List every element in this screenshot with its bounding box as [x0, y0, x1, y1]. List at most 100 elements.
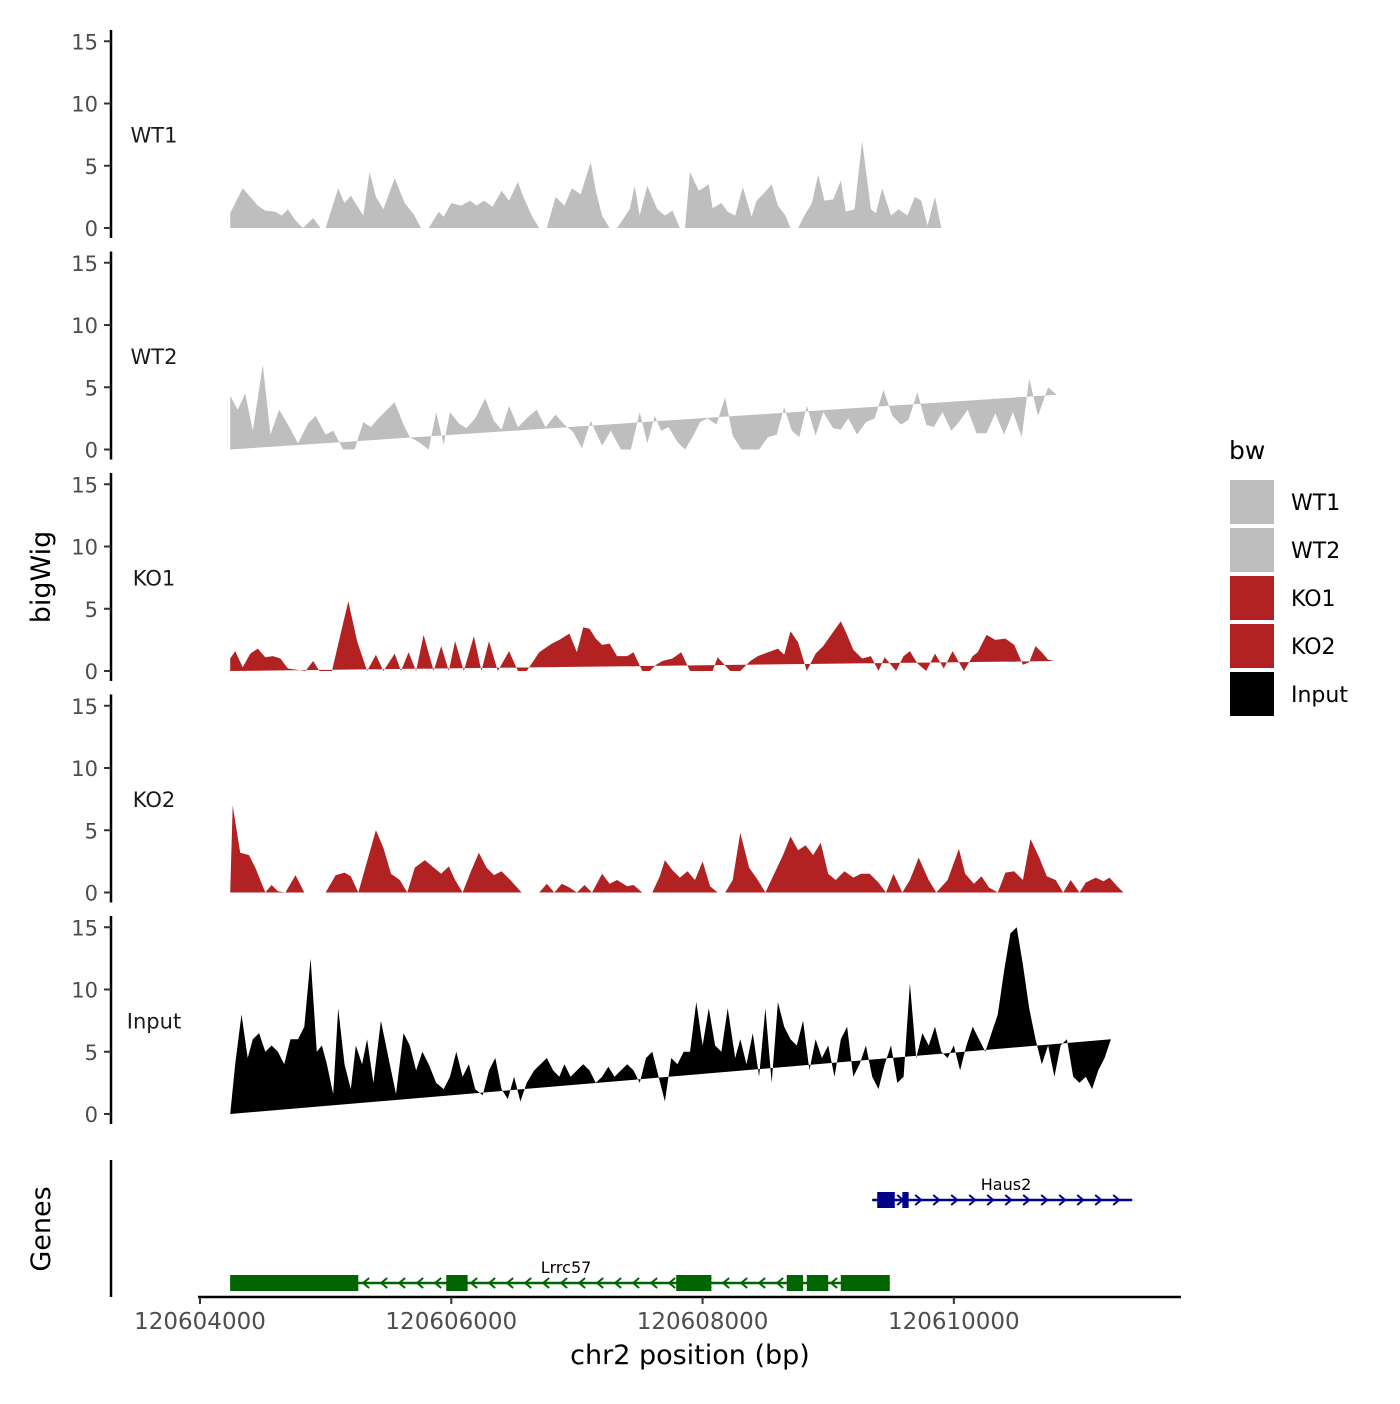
track-label-wt1: WT1 [131, 124, 178, 148]
y-tick-label: 5 [85, 819, 98, 843]
strand-chevron [1004, 1194, 1013, 1206]
legend-key-wt1 [1230, 480, 1274, 524]
strand-chevron [932, 1194, 941, 1206]
y-axis-title-genes: Genes [26, 1186, 57, 1271]
track-ko1: 0 5 10 15 KO1 [71, 473, 1055, 684]
strand-chevron [1076, 1194, 1085, 1206]
track-label-input: Input [127, 1010, 181, 1034]
strand-chevron [829, 1277, 838, 1289]
strand-chevron [541, 1277, 550, 1289]
x-tick-label: 120604000 [134, 1309, 266, 1335]
strand-chevron [968, 1194, 977, 1206]
legend-key-ko1 [1230, 576, 1274, 620]
track-label-ko1: KO1 [133, 567, 176, 591]
strand-chevron [397, 1277, 406, 1289]
coverage-area-wt1 [230, 140, 942, 228]
track-input: 0 5 10 15 Input [71, 916, 1111, 1127]
strand-chevron [1022, 1194, 1031, 1206]
track-label-wt2: WT2 [131, 345, 178, 369]
y-tick-label: 10 [71, 757, 98, 781]
strand-chevron [379, 1277, 388, 1289]
exon [877, 1192, 895, 1208]
exon [902, 1192, 909, 1208]
y-tick-label: 15 [71, 473, 98, 497]
gene-track: 120604000 120606000 120608000 120610000 Haus… [109, 1160, 1181, 1335]
exon [230, 1275, 359, 1291]
gene-label-haus2: Haus2 [981, 1175, 1032, 1194]
legend-key-wt2 [1230, 528, 1274, 572]
exon [840, 1275, 890, 1291]
strand-chevron [1040, 1194, 1049, 1206]
exon [676, 1275, 712, 1291]
strand-chevron [1058, 1194, 1067, 1206]
y-tick-label: 15 [71, 30, 98, 54]
y-tick-label: 10 [71, 536, 98, 560]
exon [806, 1275, 829, 1291]
y-tick-label: 0 [85, 439, 98, 463]
legend-title: bw [1229, 436, 1265, 465]
strand-chevron [950, 1194, 959, 1206]
strand-chevron [1094, 1194, 1103, 1206]
track-label-ko2: KO2 [133, 788, 176, 812]
y-tick-label: 15 [71, 252, 98, 276]
strand-chevron [469, 1277, 478, 1289]
y-tick-label: 0 [85, 217, 98, 241]
legend-label-ko2: KO2 [1291, 635, 1336, 660]
y-tick-label: 0 [85, 660, 98, 684]
strand-chevron [415, 1277, 424, 1289]
y-tick-label: 0 [85, 882, 98, 906]
y-tick-label: 5 [85, 1041, 98, 1065]
legend-label-wt1: WT1 [1291, 491, 1340, 516]
strand-chevron [649, 1277, 658, 1289]
gene-label-lrrc57: Lrrc57 [541, 1258, 592, 1277]
coverage-area-ko1 [230, 601, 1055, 671]
track-wt2: 0 5 10 15 WT2 [71, 251, 1057, 463]
y-tick-label: 5 [85, 376, 98, 400]
y-tick-label: 5 [85, 598, 98, 622]
coverage-area-wt2 [230, 364, 1057, 450]
x-tick-label: 120608000 [637, 1309, 769, 1335]
strand-chevron [757, 1277, 766, 1289]
strand-chevron [577, 1277, 586, 1289]
legend-label-ko1: KO1 [1291, 587, 1336, 612]
y-tick-label: 10 [71, 93, 98, 117]
coverage-area-input [230, 927, 1111, 1114]
strand-chevron [559, 1277, 568, 1289]
exon [446, 1275, 468, 1291]
y-tick-label: 5 [85, 155, 98, 179]
strand-chevron [613, 1277, 622, 1289]
legend-key-ko2 [1230, 624, 1274, 668]
strand-chevron [487, 1277, 496, 1289]
y-tick-label: 10 [71, 314, 98, 338]
legend: bw WT1 WT2 KO1 KO2 Input [1229, 436, 1348, 716]
legend-label-input: Input [1291, 683, 1348, 708]
x-axis-title: chr2 position (bp) [570, 1340, 810, 1371]
strand-chevron [505, 1277, 514, 1289]
strand-chevron [739, 1277, 748, 1289]
gene-lrrc57: Lrrc57 [230, 1258, 890, 1291]
y-tick-label: 0 [85, 1103, 98, 1127]
strand-chevron [914, 1194, 923, 1206]
strand-chevron [433, 1277, 442, 1289]
y-tick-label: 15 [71, 695, 98, 719]
strand-chevron [667, 1277, 676, 1289]
strand-chevron [523, 1277, 532, 1289]
coverage-tracks: 0 5 10 15 WT1 0 5 10 15 WT2 0 5 10 15 KO1 0 5 10 15 KO2 0 5 10… [71, 30, 1124, 1127]
strand-chevron [595, 1277, 604, 1289]
legend-label-wt2: WT2 [1291, 539, 1340, 564]
strand-chevron [361, 1277, 370, 1289]
strand-chevron [721, 1277, 730, 1289]
x-tick-label: 120606000 [385, 1309, 517, 1335]
coverage-area-ko2 [230, 805, 1124, 893]
strand-chevron [631, 1277, 640, 1289]
strand-chevron [986, 1194, 995, 1206]
strand-chevron [775, 1277, 784, 1289]
y-tick-label: 15 [71, 916, 98, 940]
track-wt1: 0 5 10 15 WT1 [71, 30, 942, 241]
y-axis-title-bigwig: bigWig [26, 531, 57, 624]
y-tick-label: 10 [71, 979, 98, 1003]
legend-key-input [1230, 672, 1274, 716]
x-tick-label: 120610000 [888, 1309, 1020, 1335]
